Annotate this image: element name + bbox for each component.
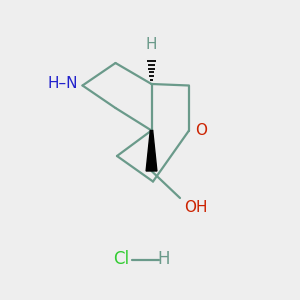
Text: H: H — [157, 250, 170, 268]
Text: H: H — [146, 37, 157, 52]
Text: O: O — [196, 123, 208, 138]
Polygon shape — [146, 130, 157, 171]
Text: OH: OH — [184, 200, 208, 215]
Text: Cl: Cl — [113, 250, 130, 268]
Text: H–N: H–N — [47, 76, 78, 92]
